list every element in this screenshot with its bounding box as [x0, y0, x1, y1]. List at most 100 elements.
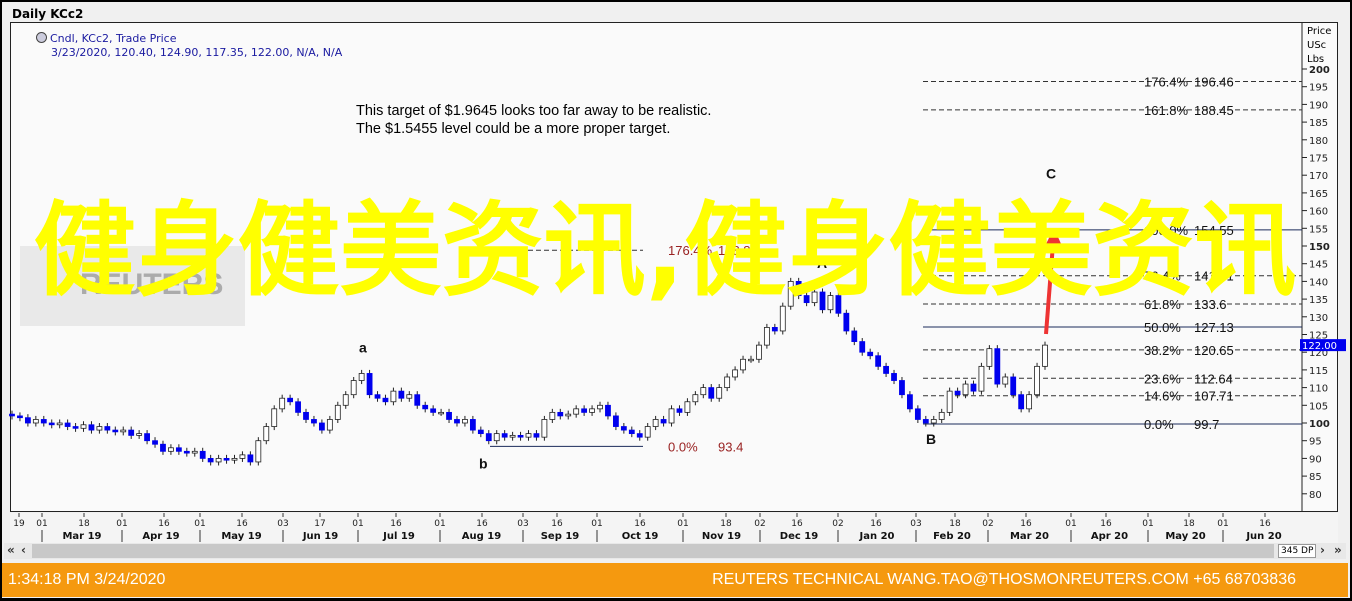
- candle-body: [756, 344, 762, 360]
- candle-body: [962, 383, 969, 396]
- last-price-tag: [1300, 339, 1346, 352]
- candle-body: [199, 450, 206, 459]
- candle-body: [763, 327, 770, 346]
- y-tick-label: 180: [1309, 136, 1328, 147]
- fib-percent: 61.8%: [1144, 297, 1181, 312]
- candle-body: [740, 358, 746, 371]
- candle-body: [160, 443, 166, 452]
- candle-body: [1026, 394, 1033, 410]
- candle-body: [652, 419, 659, 427]
- time-scrollbar[interactable]: « ‹ 345 DP › »: [4, 543, 1346, 559]
- y-tick-label: 85: [1309, 472, 1322, 483]
- fib-value: 141.61: [1194, 269, 1234, 284]
- candle-body: [771, 327, 778, 332]
- x-day-label: 02: [982, 519, 993, 529]
- wave-label: B: [926, 431, 936, 447]
- fib-percent: 50.0%: [1144, 320, 1181, 335]
- candle-body: [811, 291, 818, 304]
- x-month-label: Mar 19: [62, 531, 101, 542]
- candle-body: [843, 312, 850, 332]
- x-day-label: 02: [754, 519, 765, 529]
- x-month-label: Sep 19: [541, 531, 580, 542]
- scroll-left-button[interactable]: ‹: [21, 543, 26, 557]
- candle-body: [716, 387, 723, 399]
- candle-body: [899, 380, 905, 396]
- candle-body: [509, 434, 516, 438]
- candle-body: [549, 411, 556, 420]
- candle-body: [883, 365, 889, 374]
- candle-body: [501, 433, 508, 438]
- candle-body: [120, 429, 127, 433]
- candle-body: [382, 397, 389, 403]
- candle-body: [342, 394, 349, 406]
- x-month-label: May 19: [221, 531, 261, 542]
- wave-label: A: [817, 255, 827, 271]
- chart-title: Daily KCc2: [12, 7, 84, 21]
- x-day-label: 01: [116, 519, 127, 529]
- candle-body: [708, 387, 715, 399]
- candle-body: [628, 429, 635, 435]
- candle-body: [1002, 376, 1009, 385]
- y-tick-label: 145: [1309, 260, 1328, 271]
- candle-body: [438, 411, 444, 415]
- candle-body: [40, 419, 47, 424]
- candle-body: [175, 447, 182, 452]
- candle-body: [263, 426, 270, 442]
- candle-body: [231, 457, 238, 461]
- candle-body: [930, 419, 937, 424]
- candle-body: [565, 413, 572, 417]
- candle-body: [477, 429, 484, 435]
- candle-body: [835, 295, 842, 314]
- candle-body: [24, 417, 31, 424]
- legend-values: 3/23/2020, 120.40, 124.90, 117.35, 122.0…: [51, 46, 343, 59]
- candle-body: [970, 383, 977, 392]
- x-day-label: 16: [1020, 519, 1032, 529]
- fib-percent: 161.8%: [1144, 103, 1189, 118]
- candle-body: [1010, 376, 1017, 396]
- data-points-count: 345 DP: [1278, 544, 1317, 558]
- scroll-right-button[interactable]: ›: [1320, 543, 1325, 557]
- scroll-first-button[interactable]: «: [7, 543, 15, 557]
- legend-series: Cndl, KCc2, Trade Price: [50, 32, 177, 45]
- y-tick-label: 90: [1309, 454, 1322, 465]
- candle-body: [311, 419, 317, 424]
- fib-value: 188.45: [1194, 103, 1234, 118]
- candle-body: [398, 390, 405, 399]
- scroll-last-button[interactable]: »: [1334, 543, 1342, 557]
- candle-body: [827, 295, 834, 311]
- x-day-label: 16: [390, 519, 402, 529]
- y-axis-label: Price: [1307, 26, 1331, 37]
- x-day-label: 16: [1259, 519, 1271, 529]
- candle-body: [430, 408, 437, 413]
- x-axis-band: [10, 513, 1338, 543]
- candle-body: [1034, 365, 1040, 396]
- x-day-label: 03: [277, 519, 288, 529]
- y-tick-label: 110: [1309, 384, 1328, 395]
- candle-body: [326, 419, 333, 431]
- x-month-label: Oct 19: [622, 531, 659, 542]
- wave-label: C: [1046, 165, 1056, 181]
- fib-percent: 0.0%: [668, 439, 698, 454]
- y-tick-label: 115: [1309, 366, 1328, 377]
- candle-body: [946, 390, 953, 413]
- candle-body: [446, 411, 452, 420]
- candle-body: [732, 369, 738, 378]
- candle-body: [72, 426, 79, 429]
- fib-value: 99.7: [1194, 417, 1219, 432]
- candle-body: [724, 376, 731, 389]
- x-day-label: 18: [949, 519, 961, 529]
- wave-label: a: [359, 339, 367, 355]
- y-axis-label: Lbs: [1307, 54, 1324, 65]
- candle-body: [907, 394, 913, 410]
- y-tick-label: 120: [1309, 348, 1328, 359]
- candle-body: [255, 440, 262, 463]
- candle-body: [32, 419, 39, 424]
- fib-percent: 76.4%: [1144, 269, 1181, 284]
- candle-body: [422, 404, 429, 410]
- candle-body: [795, 280, 802, 296]
- scrollbar-thumb[interactable]: [32, 544, 1274, 558]
- candle-body: [112, 429, 119, 433]
- fib-percent: 14.6%: [1144, 389, 1181, 404]
- x-day-label: 16: [476, 519, 488, 529]
